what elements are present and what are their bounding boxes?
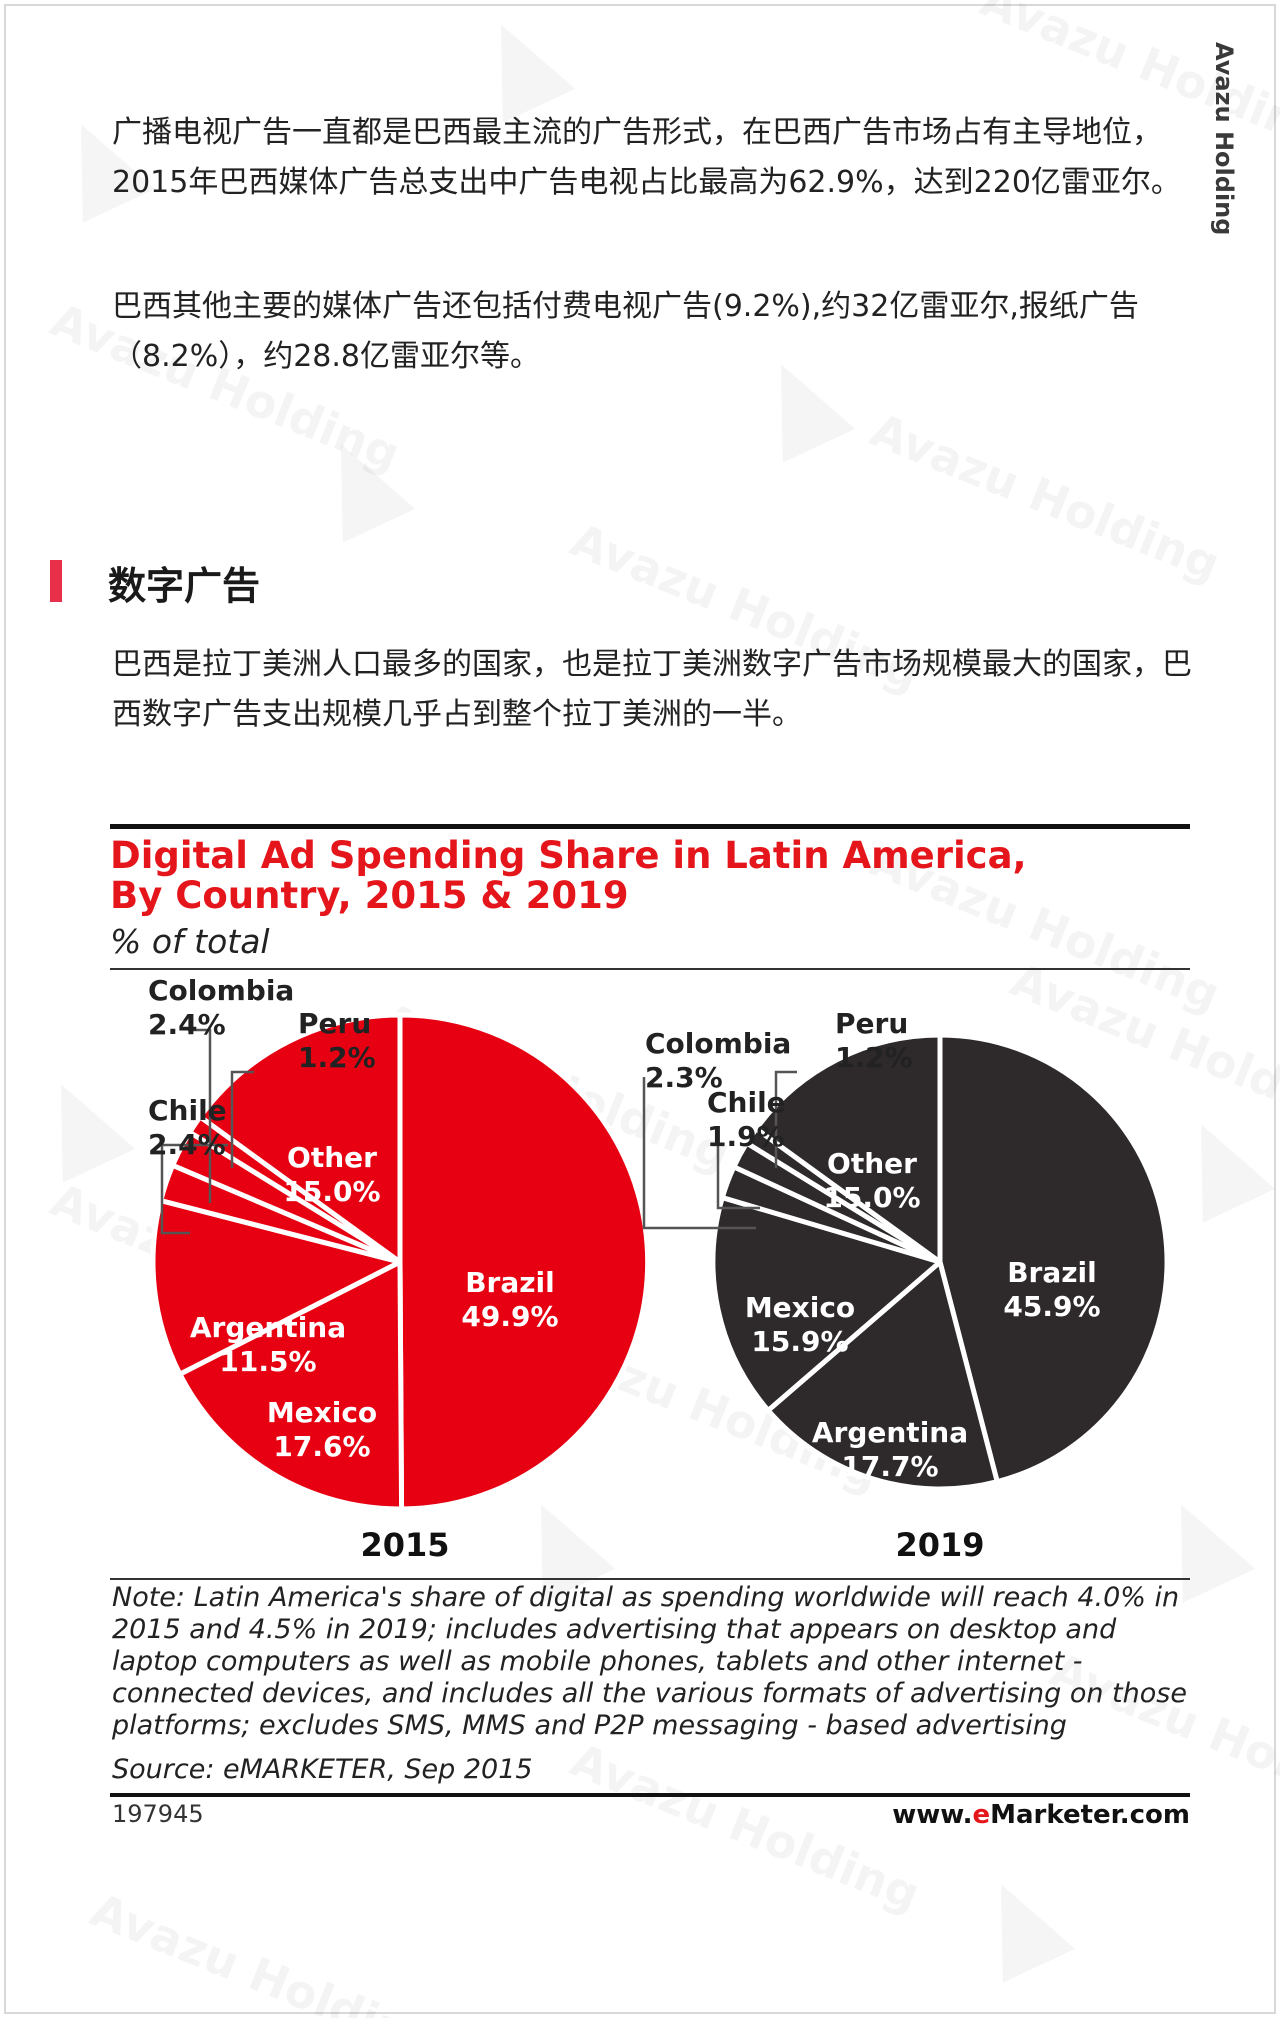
slice-label-2015-brazil: Brazil 49.9% bbox=[461, 1266, 558, 1333]
pie-slice-2019-other bbox=[753, 1032, 943, 1265]
slice-label-value: 2.4% bbox=[148, 1008, 226, 1041]
pie-year-label-2015: 2015 bbox=[360, 1526, 449, 1564]
slice-label-name: Brazil bbox=[1007, 1256, 1097, 1289]
slice-label-2015-chile: Chile 2.4% bbox=[148, 1094, 227, 1161]
slice-label-value: 1.9% bbox=[707, 1120, 785, 1153]
slice-label-name: Colombia bbox=[645, 1027, 791, 1060]
chart-title-line-2: By Country, 2015 & 2019 bbox=[110, 874, 629, 917]
section-accent-bar bbox=[50, 560, 62, 602]
leader-lines bbox=[160, 1028, 797, 1235]
slice-label-value: 17.7% bbox=[841, 1450, 938, 1483]
slice-label-2015-argentina: Argentina 11.5% bbox=[190, 1311, 346, 1378]
slice-label-2015-peru: Peru 1.2% bbox=[298, 1007, 376, 1074]
slice-label-name: Other bbox=[287, 1141, 377, 1174]
chart-bottom-rule bbox=[110, 1793, 1190, 1797]
slice-label-value: 2.4% bbox=[148, 1128, 226, 1161]
leader-line-2015-colombia bbox=[188, 1028, 212, 1203]
slice-label-name: Colombia bbox=[148, 974, 294, 1007]
leader-line-2019-peru bbox=[774, 1070, 797, 1168]
slice-label-2019-peru: Peru 1.2% bbox=[835, 1007, 913, 1074]
slice-label-2019-argentina: Argentina 17.7% bbox=[812, 1416, 968, 1483]
pie-slice-2015-brazil bbox=[397, 1012, 651, 1512]
chart-top-rule bbox=[110, 824, 1190, 829]
paragraph-broadcast-tv: 广播电视广告一直都是巴西最主流的广告形式，在巴西广告市场占有主导地位，2015年… bbox=[112, 115, 1181, 200]
paragraph-other-media: 巴西其他主要的媒体广告还包括付费电视广告(9.2%),约32亿雷亚尔,报纸广告（… bbox=[112, 289, 1139, 374]
slice-label-name: Brazil bbox=[465, 1266, 555, 1299]
chart-note: Note: Latin America's share of digital a… bbox=[112, 1582, 1187, 1741]
slice-label-2015-mexico: Mexico 17.6% bbox=[267, 1396, 377, 1463]
slice-label-value: 1.2% bbox=[835, 1041, 913, 1074]
slice-label-value: 49.9% bbox=[461, 1300, 558, 1333]
slice-label-2019-mexico: Mexico 15.9% bbox=[745, 1291, 855, 1358]
slice-label-name: Peru bbox=[298, 1007, 371, 1040]
slice-label-name: Chile bbox=[148, 1094, 227, 1127]
leader-line-2019-chile bbox=[716, 1137, 760, 1210]
pie-slice-2019-argentina bbox=[765, 1259, 1000, 1492]
slice-label-value: 2.3% bbox=[645, 1061, 723, 1094]
slice-label-name: Peru bbox=[835, 1007, 908, 1040]
paragraph-digital-ads: 巴西是拉丁美洲人口最多的国家，也是拉丁美洲数字广告市场规模最大的国家，巴西数字广… bbox=[112, 647, 1192, 732]
chart-title: Digital Ad Spending Share in Latin Ameri… bbox=[110, 836, 1190, 916]
slice-label-name: Mexico bbox=[745, 1291, 855, 1324]
slice-label-value: 17.6% bbox=[273, 1430, 370, 1463]
slice-label-2015-colombia: Colombia 2.4% bbox=[148, 974, 294, 1041]
slice-label-value: 15.0% bbox=[283, 1175, 380, 1208]
slice-label-value: 15.0% bbox=[823, 1181, 920, 1214]
pie-slice-2015-mexico bbox=[177, 1259, 405, 1512]
note-top-rule bbox=[110, 1578, 1190, 1580]
pie-year-label-2019: 2019 bbox=[895, 1526, 984, 1564]
slice-label-value: 15.9% bbox=[751, 1325, 848, 1358]
site-accent: e bbox=[972, 1800, 991, 1830]
slice-label-name: Other bbox=[827, 1147, 917, 1180]
pie-slice-2015-other bbox=[197, 1012, 403, 1265]
slice-label-2019-chile: Chile 1.9% bbox=[707, 1086, 786, 1153]
slice-label-2015-other: Other 15.0% bbox=[283, 1141, 380, 1208]
section-title: 数字广告 bbox=[108, 564, 261, 608]
pie-slice-2019-brazil bbox=[937, 1032, 1170, 1485]
pie-2015 bbox=[150, 1012, 651, 1512]
slice-labels: Brazil 49.9%Mexico 17.6%Argentina 11.5%Chil… bbox=[148, 974, 1101, 1564]
slice-label-value: 45.9% bbox=[1003, 1290, 1100, 1323]
slice-label-2019-brazil: Brazil 45.9% bbox=[1003, 1256, 1100, 1323]
leader-line-2015-peru bbox=[230, 1070, 254, 1168]
slice-label-2019-other: Other 15.0% bbox=[823, 1147, 920, 1214]
chart-title-line-1: Digital Ad Spending Share in Latin Ameri… bbox=[110, 834, 1027, 877]
emarketer-link[interactable]: www.eMarketer.com bbox=[892, 1800, 1190, 1830]
chart-source: Source: eMARKETER, Sep 2015 bbox=[112, 1754, 533, 1785]
leader-line-2019-colombia bbox=[642, 1077, 756, 1230]
slice-label-value: 1.2% bbox=[298, 1041, 376, 1074]
pie-2019 bbox=[710, 1032, 1170, 1492]
leader-line-2015-chile bbox=[160, 1143, 228, 1235]
slice-label-name: Chile bbox=[707, 1086, 786, 1119]
pie-slice-2015-argentina bbox=[150, 1198, 403, 1377]
slice-label-name: Mexico bbox=[267, 1396, 377, 1429]
page-frame bbox=[4, 4, 1276, 2014]
slice-label-2019-colombia: Colombia 2.3% bbox=[645, 1027, 791, 1094]
pie-charts: Brazil 49.9%Mexico 17.6%Argentina 11.5%Chil… bbox=[148, 974, 1170, 1564]
chart-subtitle-rule bbox=[110, 968, 1190, 970]
chart-subtitle: % of total bbox=[110, 922, 270, 961]
slice-label-value: 11.5% bbox=[219, 1345, 316, 1378]
pie-slice-2019-mexico bbox=[710, 1195, 943, 1413]
site-suffix: Marketer.com bbox=[990, 1800, 1190, 1830]
slice-label-name: Argentina bbox=[812, 1416, 968, 1449]
site-prefix: www. bbox=[892, 1800, 973, 1830]
slice-label-name: Argentina bbox=[190, 1311, 346, 1344]
chart-id: 197945 bbox=[112, 1800, 204, 1828]
